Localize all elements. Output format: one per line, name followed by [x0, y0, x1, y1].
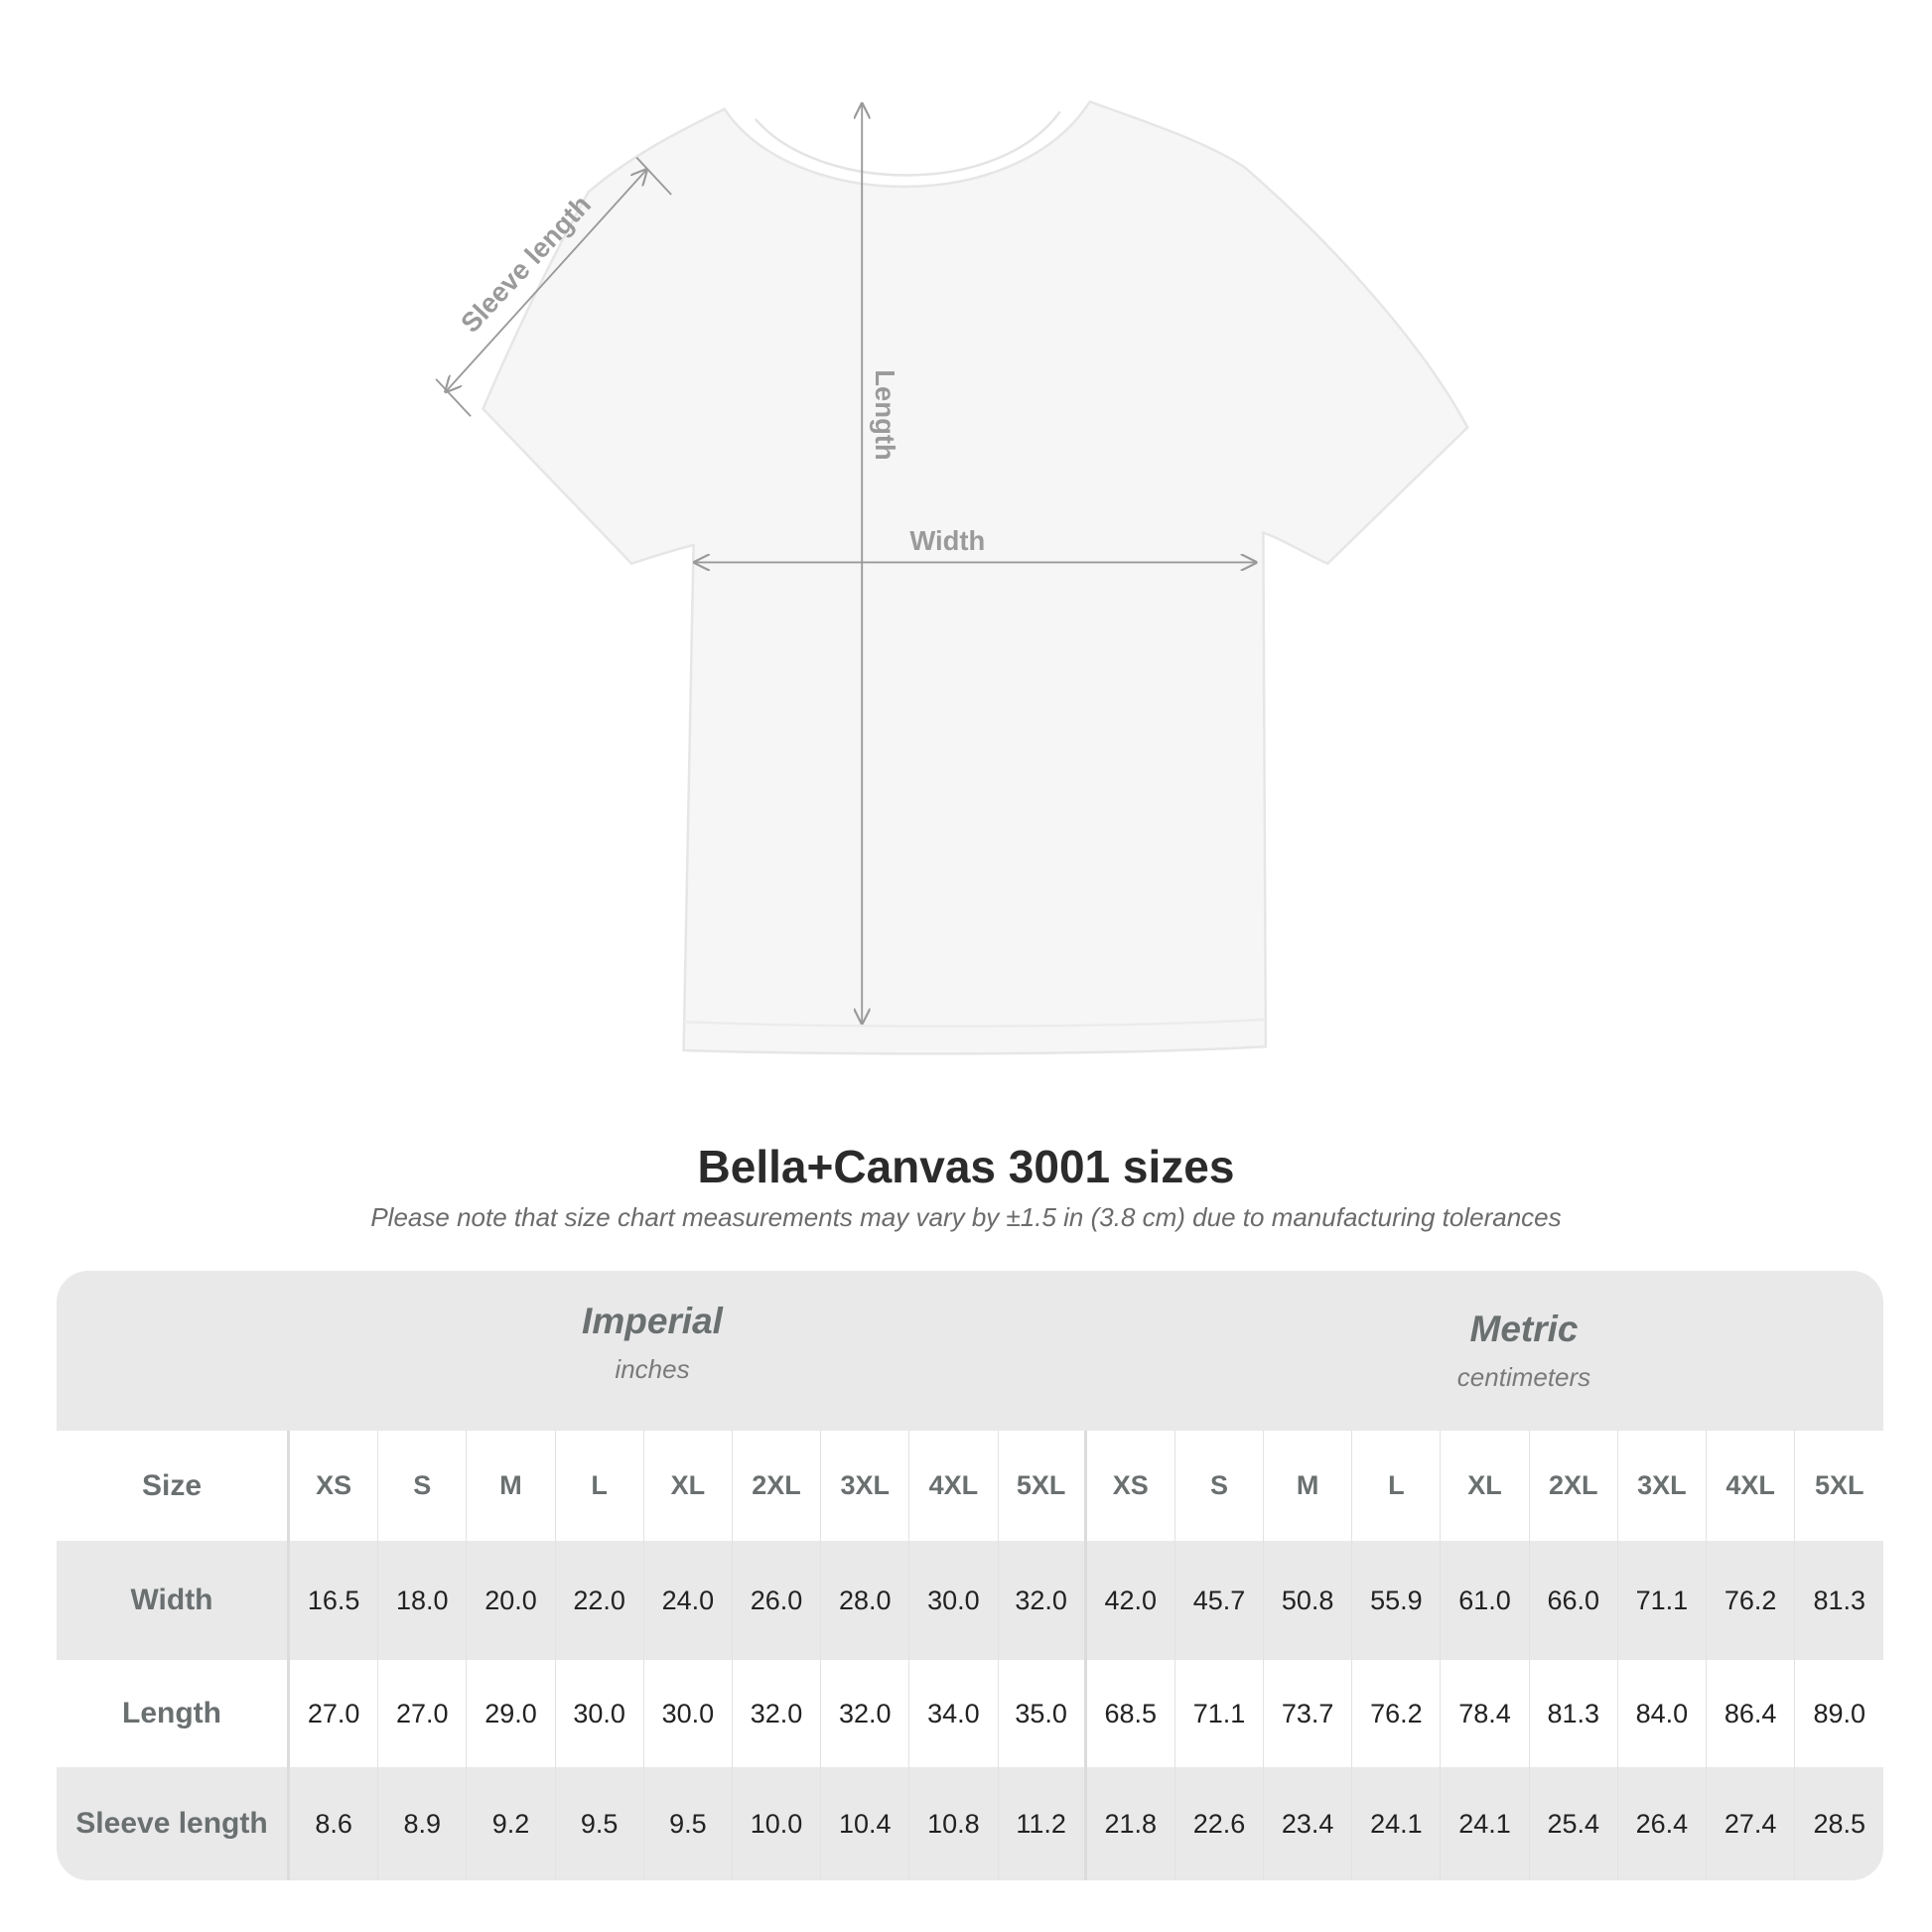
value-cell-imperial: 32.0: [733, 1660, 822, 1767]
row-label: Size: [57, 1431, 290, 1541]
value-cell-imperial: 20.0: [467, 1541, 556, 1660]
value-cell-imperial: 30.0: [909, 1541, 999, 1660]
size-header-cell-metric: 4XL: [1707, 1431, 1796, 1541]
row-label: Length: [57, 1660, 290, 1767]
size-header-cell-metric: M: [1264, 1431, 1353, 1541]
value-cell-imperial: 29.0: [467, 1660, 556, 1767]
size-chart-table: Imperial inches Metric centimeters Size X…: [57, 1271, 1883, 1880]
value-cell-imperial: 34.0: [909, 1660, 999, 1767]
value-cell-metric: 50.8: [1264, 1541, 1353, 1660]
imperial-title: Imperial: [582, 1301, 723, 1341]
value-cell-metric: 42.0: [1087, 1541, 1175, 1660]
value-cell-metric: 24.1: [1441, 1767, 1530, 1880]
value-cell-metric: 24.1: [1352, 1767, 1442, 1880]
value-cell-imperial: 26.0: [733, 1541, 822, 1660]
value-cell-metric: 76.2: [1352, 1660, 1442, 1767]
value-cell-metric: 68.5: [1087, 1660, 1175, 1767]
value-cell-metric: 61.0: [1441, 1541, 1530, 1660]
tshirt-diagram: Sleeve length Length Width: [435, 99, 1469, 1055]
size-header-cell-metric: L: [1352, 1431, 1442, 1541]
value-cell-imperial: 8.9: [378, 1767, 468, 1880]
value-cell-metric: 81.3: [1813, 1585, 1866, 1615]
size-header-cell-imperial: 2XL: [733, 1431, 822, 1541]
value-cell-imperial: 9.2: [467, 1767, 556, 1880]
value-cell-metric: 28.5: [1813, 1808, 1866, 1839]
size-header-cell-metric: 3XL: [1618, 1431, 1707, 1541]
table-row-sleeve-length: Sleeve length 8.6 8.9 9.2 9.5 9.5 10.0 10.4 10.8…: [57, 1767, 1883, 1880]
value-cell-imperial: 24.0: [644, 1541, 733, 1660]
size-header-cell-imperial: L: [556, 1431, 644, 1541]
value-cell-imperial: 28.0: [821, 1541, 910, 1660]
value-cell-imperial: 32.0: [821, 1660, 910, 1767]
value-cell-metric: 66.0: [1530, 1541, 1618, 1660]
size-header-cell-metric: XL: [1441, 1431, 1530, 1541]
table-row-size: Size XS S M L XL 2XL 3XL 4XL 5XL XS S M L XL 2XL 3XL 4XL 5…: [57, 1431, 1883, 1541]
length-label: Length: [870, 369, 900, 460]
table-header-band: Imperial inches Metric centimeters: [57, 1271, 1883, 1431]
table-row-length: Length 27.0 27.0 29.0 30.0 30.0 32.0 32.0 34.0 35…: [57, 1660, 1883, 1767]
tolerance-note: Please note that size chart measurements…: [370, 1202, 1562, 1232]
value-cell-imperial: 35.0: [999, 1660, 1087, 1767]
size-header-cell-metric: 5XL: [1815, 1470, 1864, 1500]
metric-header: Metric centimeters: [1226, 1309, 1822, 1393]
size-header-cell-imperial: 5XL: [999, 1431, 1087, 1541]
value-cell-metric: 84.0: [1618, 1660, 1707, 1767]
value-cell-imperial: 8.6: [290, 1767, 379, 1880]
sleeve-measure-line: [446, 170, 646, 391]
value-cell-imperial: 10.4: [821, 1767, 910, 1880]
value-cell-imperial: 9.5: [644, 1767, 733, 1880]
imperial-unit: inches: [615, 1354, 690, 1384]
value-cell-metric: 26.4: [1618, 1767, 1707, 1880]
tshirt-shape: [482, 99, 1469, 1055]
size-header-cell-imperial: XL: [644, 1431, 733, 1541]
row-label: Width: [57, 1541, 290, 1660]
value-cell-metric: 55.9: [1352, 1541, 1442, 1660]
value-cell-metric: 45.7: [1175, 1541, 1265, 1660]
value-cell-metric: 78.4: [1441, 1660, 1530, 1767]
value-cell-metric: 71.1: [1618, 1541, 1707, 1660]
page-title: Bella+Canvas 3001 sizes: [697, 1141, 1235, 1192]
value-cell-imperial: 27.0: [290, 1660, 379, 1767]
value-cell-metric: 71.1: [1175, 1660, 1265, 1767]
value-cell-imperial: 16.5: [290, 1541, 379, 1660]
value-cell-metric: 21.8: [1087, 1767, 1175, 1880]
value-cell-imperial: 10.0: [733, 1767, 822, 1880]
value-cell-metric: 89.0: [1813, 1698, 1866, 1728]
metric-title: Metric: [1469, 1309, 1579, 1349]
size-header-cell-metric: S: [1175, 1431, 1265, 1541]
size-header-cell-metric: XS: [1087, 1431, 1175, 1541]
row-label: Sleeve length: [57, 1767, 290, 1880]
imperial-header: Imperial inches: [354, 1301, 950, 1385]
value-cell-metric: 76.2: [1707, 1541, 1796, 1660]
value-cell-metric: 81.3: [1530, 1660, 1618, 1767]
value-cell-imperial: 30.0: [644, 1660, 733, 1767]
value-cell-metric: 23.4: [1264, 1767, 1353, 1880]
size-header-cell-imperial: XS: [290, 1431, 379, 1541]
size-header-cell-imperial: 3XL: [821, 1431, 910, 1541]
value-cell-metric: 73.7: [1264, 1660, 1353, 1767]
value-cell-metric: 27.4: [1707, 1767, 1796, 1880]
size-header-cell-imperial: S: [378, 1431, 468, 1541]
size-header-cell-imperial: M: [467, 1431, 556, 1541]
value-cell-metric: 22.6: [1175, 1767, 1265, 1880]
size-header-cell-imperial: 4XL: [909, 1431, 999, 1541]
value-cell-metric: 25.4: [1530, 1767, 1618, 1880]
value-cell-imperial: 9.5: [556, 1767, 644, 1880]
value-cell-imperial: 30.0: [556, 1660, 644, 1767]
size-header-cell-metric: 2XL: [1530, 1431, 1618, 1541]
value-cell-imperial: 18.0: [378, 1541, 468, 1660]
value-cell-metric: 86.4: [1707, 1660, 1796, 1767]
metric-unit: centimeters: [1456, 1362, 1591, 1392]
table-row-width: Width 16.5 18.0 20.0 22.0 24.0 26.0 28.0 30.0 32.…: [57, 1541, 1883, 1660]
value-cell-imperial: 32.0: [999, 1541, 1087, 1660]
value-cell-imperial: 10.8: [909, 1767, 999, 1880]
value-cell-imperial: 11.2: [999, 1767, 1087, 1880]
value-cell-imperial: 27.0: [378, 1660, 468, 1767]
value-cell-imperial: 22.0: [556, 1541, 644, 1660]
width-label: Width: [909, 525, 985, 556]
